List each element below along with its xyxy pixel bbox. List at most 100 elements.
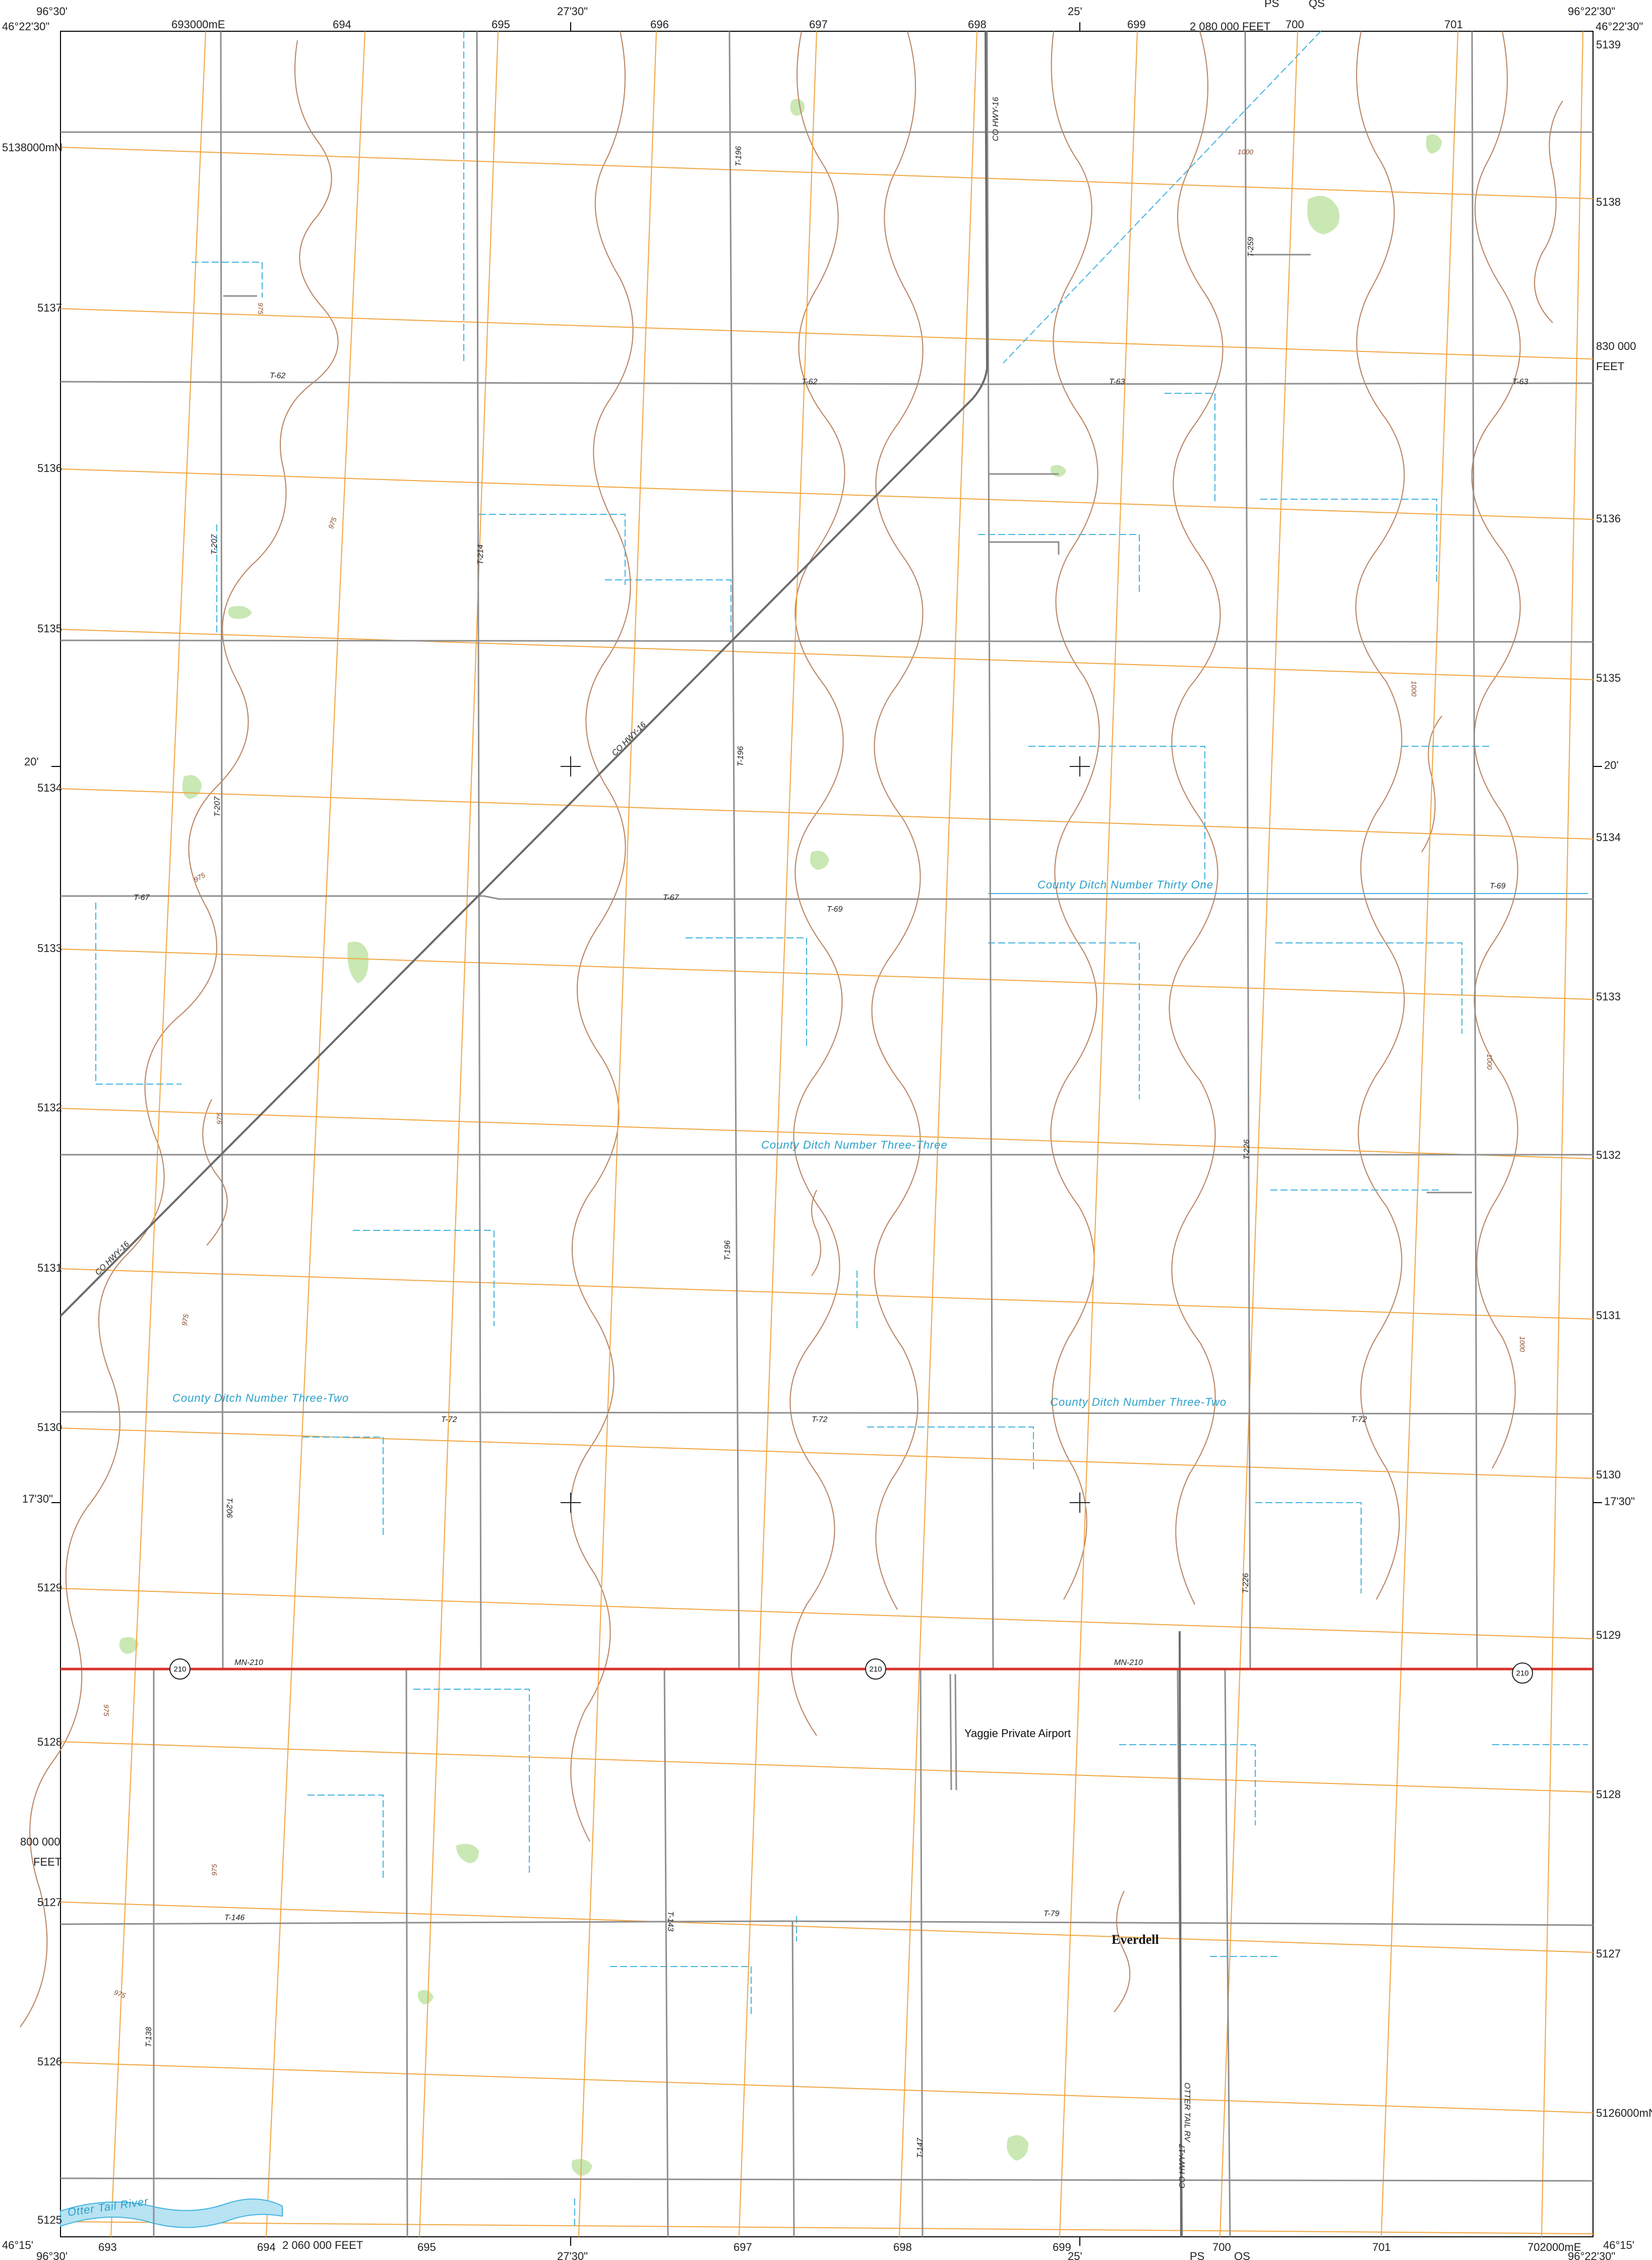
utm-northing-label: 5126 xyxy=(37,2055,62,2068)
utm-northing-label: 5130 xyxy=(1596,1468,1621,1481)
road-label-t-62: T-62 xyxy=(802,378,818,386)
utm-northing-label: 5137 xyxy=(37,302,62,314)
contour-elevation-labels: 975 975 975 975 975 975 975 975 1000 100… xyxy=(102,148,1526,2000)
road-label-otter-tail-rv: OTTER TAIL RV xyxy=(1183,2083,1191,2143)
road-label-t-67: T-67 xyxy=(663,894,680,902)
county-ditch-three-two-label: County Ditch Number Three-Two xyxy=(1050,1396,1227,1408)
utm-northing-label: 5131 xyxy=(37,1262,62,1274)
road-label-t-146: T-146 xyxy=(224,1914,244,1922)
left-20-minute: 20' xyxy=(24,755,39,768)
top-right-latitude: 46°22'30" xyxy=(1596,20,1643,33)
svg-text:210: 210 xyxy=(1516,1669,1528,1678)
utm-easting-top: 693000mE 694 695 696 697 698 699 700 701 xyxy=(171,18,1463,31)
bottom-25-longitude: 25' xyxy=(1068,2250,1082,2260)
utm-northing-label: 5135 xyxy=(1596,672,1621,684)
utm-easting-label: 698 xyxy=(893,2241,912,2253)
top-25-longitude: 25' xyxy=(1068,5,1082,18)
road-label-t-143: T-143 xyxy=(666,1911,675,1931)
road-label-t-72: T-72 xyxy=(441,1415,457,1424)
road-label-mn-210: MN-210 xyxy=(234,1658,263,1667)
contour-label: 975 xyxy=(210,1864,218,1876)
utm-easting-label: 695 xyxy=(417,2241,436,2253)
road-label-t-63: T-63 xyxy=(1512,378,1528,386)
utm-northing-label: 5136 xyxy=(37,462,62,474)
road-label-t-259: T-259 xyxy=(1247,237,1255,257)
utm-easting-label: 700 xyxy=(1212,2241,1231,2253)
utm-northing-label: 5133 xyxy=(1596,990,1621,1003)
contour-label: 975 xyxy=(327,516,338,530)
road-label-t-138: T-138 xyxy=(145,2027,153,2047)
top-feet-label: 2 080 000 FEET xyxy=(1190,20,1270,33)
utm-northing-label: 5129 xyxy=(37,1581,62,1594)
road-label-t-196: T-196 xyxy=(723,1240,732,1261)
top-qs: QS xyxy=(1309,0,1325,10)
place-labels: Yaggie Private Airport Everdell xyxy=(964,1727,1159,1947)
utm-northing-label: 5126000mN xyxy=(1596,2107,1652,2119)
svg-text:210: 210 xyxy=(869,1665,882,1674)
contour-label: 975 xyxy=(113,1988,127,2000)
road-label-t-207: T-207 xyxy=(210,534,219,555)
road-label-t-207: T-207 xyxy=(213,796,222,817)
utm-easting-label: 700 xyxy=(1286,18,1304,31)
road-label-t-79: T-79 xyxy=(1044,1910,1060,1918)
bottom-mid-longitude: 27'30" xyxy=(557,2250,588,2260)
road-label-t-147: T-147 xyxy=(916,2137,925,2158)
water-labels: County Ditch Number Thirty One County Di… xyxy=(67,878,1227,2219)
utm-northing-label: 5139 xyxy=(1596,38,1621,51)
right-17-30: 17'30" xyxy=(1604,1495,1635,1508)
left-17-30: 17'30" xyxy=(22,1493,53,1505)
top-ps: PS xyxy=(1264,0,1279,10)
road-label-t-72: T-72 xyxy=(812,1415,828,1424)
utm-northing-left: 5138000mN 5137 5136 5135 5134 5133 5132 … xyxy=(2,141,63,2226)
bottom-qs: QS xyxy=(1234,2250,1250,2260)
utm-northing-right: 5139 5138 5136 5135 5134 5133 5132 5131 … xyxy=(1596,38,1652,2119)
top-left-latitude: 46°22'30" xyxy=(2,20,49,33)
utm-northing-label: 5129 xyxy=(1596,1629,1621,1641)
road-label-t-226: T-226 xyxy=(1243,1140,1251,1160)
utm-easting-label: 693 xyxy=(98,2241,117,2253)
road-label-co-hwy-17: CO HWY-17 xyxy=(1178,2144,1187,2188)
road-label-t-206: T-206 xyxy=(225,1498,233,1518)
left-feet-unit: FEET xyxy=(33,1856,62,1868)
route-shields: 210 210 210 xyxy=(169,1658,1533,1684)
utm-easting-label: 702000mE xyxy=(1527,2241,1581,2253)
right-20-minute: 20' xyxy=(1604,759,1619,771)
otter-tail-river xyxy=(60,2198,283,2228)
svg-text:210: 210 xyxy=(173,1665,186,1674)
bottom-left-latitude: 46°15' xyxy=(2,2239,33,2251)
utm-northing-label: 5127 xyxy=(37,1896,62,1909)
utm-northing-label: 5131 xyxy=(1596,1309,1621,1322)
utm-northing-label: 5138 xyxy=(1596,196,1621,208)
road-label-t-69: T-69 xyxy=(827,905,843,914)
utm-easting-label: 701 xyxy=(1444,18,1463,31)
utm-easting-label: 693000mE xyxy=(171,18,225,31)
section-corner-crosses xyxy=(561,756,1090,1513)
utm-northing-label: 5136 xyxy=(1596,512,1621,525)
bottom-left-longitude: 96°30' xyxy=(36,2250,68,2260)
top-right-longitude: 96°22'30" xyxy=(1568,5,1615,18)
bottom-right-latitude: 46°15' xyxy=(1603,2239,1634,2251)
everdell-town-label: Everdell xyxy=(1112,1932,1159,1947)
road-label-t-62: T-62 xyxy=(270,372,286,380)
utm-northing-label: 5134 xyxy=(37,782,62,794)
local-roads xyxy=(60,31,1594,2237)
yaggie-private-airport-label: Yaggie Private Airport xyxy=(964,1727,1071,1740)
utm-easting-label: 694 xyxy=(333,18,351,31)
yaggie-airport-runway xyxy=(949,1674,957,1791)
road-label-t-196: T-196 xyxy=(737,746,745,766)
utm-easting-bottom: 693 694 695 697 698 699 700 701 702000mE xyxy=(98,2241,1581,2253)
mn-210-shield: 210 xyxy=(1512,1662,1533,1684)
border-ticks xyxy=(51,22,1602,2246)
contour-label: 1000 xyxy=(1410,681,1418,696)
utm-easting-label: 698 xyxy=(968,18,987,31)
county-ditch-three-three-label: County Ditch Number Three-Three xyxy=(761,1139,948,1151)
road-label-t-196: T-196 xyxy=(735,146,743,166)
bottom-right-longitude: 96°22'30" xyxy=(1568,2250,1615,2260)
utm-easting-label: 697 xyxy=(809,18,828,31)
contour-label: 975 xyxy=(215,1112,223,1124)
top-mid-longitude: 27'30" xyxy=(557,5,588,18)
utm-easting-label: 697 xyxy=(733,2241,752,2253)
mn-210-shield: 210 xyxy=(169,1658,191,1680)
